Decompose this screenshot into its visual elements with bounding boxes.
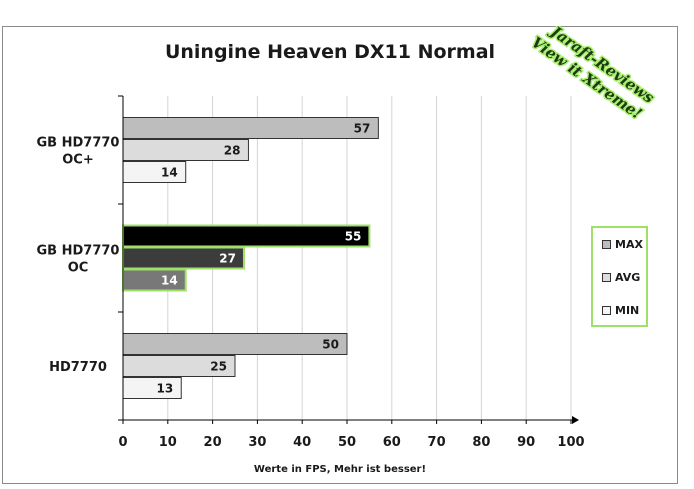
- x-tick-label: 30: [248, 435, 266, 450]
- x-tick-label: 60: [383, 435, 401, 450]
- legend-item-max: MAX: [602, 238, 643, 251]
- bar-max-1: [122, 224, 371, 248]
- category-label: OC+: [62, 153, 93, 168]
- category-label: GB HD7770: [37, 244, 120, 259]
- bar-value-label: 13: [157, 382, 174, 396]
- bar-max-0: [122, 117, 379, 139]
- category-label: OC: [68, 261, 89, 276]
- x-tick-label: 50: [338, 435, 356, 450]
- legend-item-avg: AVG: [602, 271, 640, 284]
- x-tick-label: 20: [204, 435, 222, 450]
- legend-swatch-min: [602, 306, 611, 315]
- legend-swatch-max: [602, 240, 611, 249]
- legend-item-min: MIN: [602, 304, 639, 317]
- legend-label-max: MAX: [615, 238, 643, 251]
- x-tick-label: 70: [428, 435, 446, 450]
- bar-value-label: 28: [224, 144, 241, 158]
- x-tick-label: 100: [557, 435, 584, 450]
- bar-value-label: 50: [322, 338, 339, 352]
- bar-value-label: 14: [161, 166, 178, 180]
- category-label: GB HD7770: [37, 136, 120, 151]
- bar-value-label: 27: [219, 252, 236, 266]
- legend-label-avg: AVG: [615, 271, 641, 284]
- legend: MAX AVG MIN: [591, 226, 648, 327]
- watermark-logo: Jaraft-Reviews View it Xtreme!: [528, 26, 659, 124]
- bar-value-label: 25: [210, 360, 227, 374]
- legend-swatch-avg: [602, 273, 611, 282]
- x-axis-arrow: [572, 416, 579, 424]
- x-tick-label: 90: [517, 435, 535, 450]
- chart-frame: [2, 26, 678, 484]
- x-tick-label: 10: [159, 435, 177, 450]
- chart-title: Uningine Heaven DX11 Normal: [164, 41, 496, 63]
- x-axis-title: Werte in FPS, Mehr ist besser!: [254, 464, 426, 475]
- bar-value-label: 14: [161, 274, 178, 288]
- x-tick-label: 80: [472, 435, 490, 450]
- x-tick-label: 40: [293, 435, 311, 450]
- bar-max-2: [122, 333, 348, 355]
- category-label: HD7770: [49, 360, 107, 375]
- bar-value-label: 55: [345, 230, 362, 244]
- x-tick-label: 0: [118, 435, 127, 450]
- bar-value-label: 57: [354, 122, 371, 136]
- legend-label-min: MIN: [615, 304, 640, 317]
